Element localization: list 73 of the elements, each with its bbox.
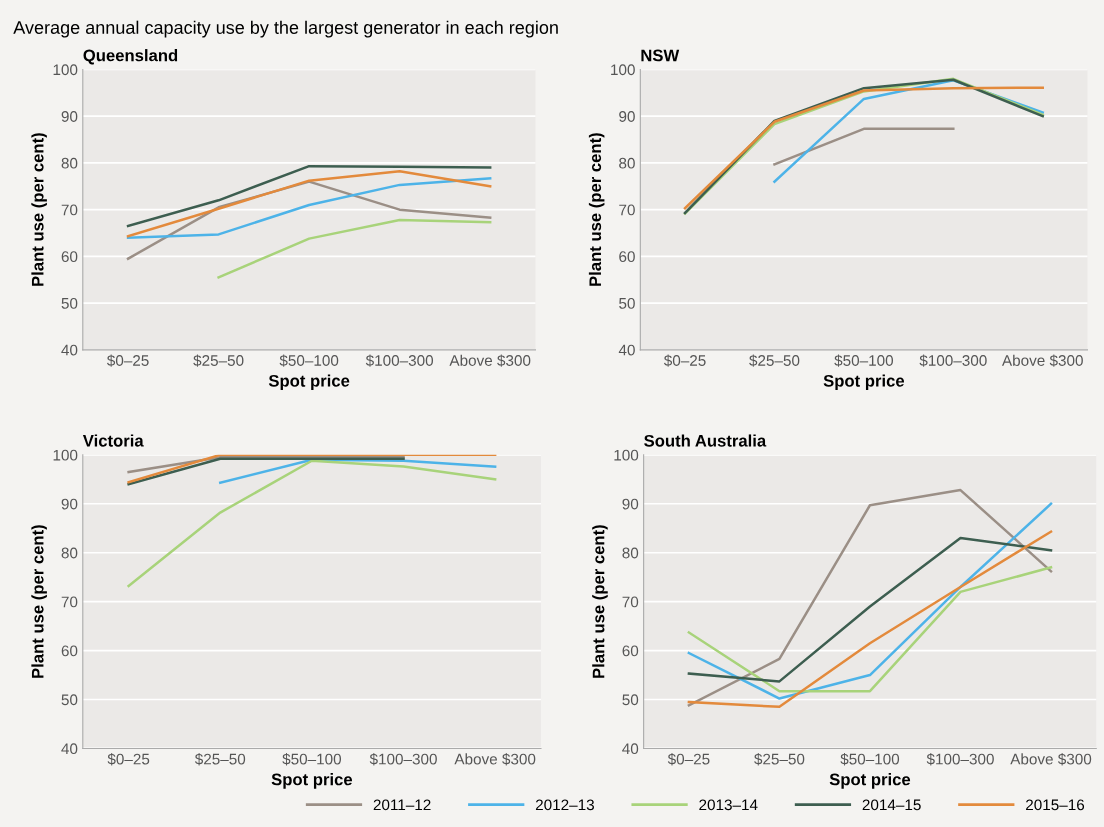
x-tick-label: $50–100 (279, 354, 339, 367)
x-tick-label: $0–25 (107, 753, 150, 766)
legend-label: 2013–14 (699, 799, 758, 811)
y-tick-label: 40 (618, 344, 635, 356)
x-tick-label: $50–100 (834, 354, 894, 367)
y-tick-label: 60 (61, 645, 78, 657)
x-tick-label: $100–300 (365, 354, 434, 367)
legend-label: 2012–13 (535, 799, 594, 811)
x-tick-label: $25–50 (749, 354, 800, 367)
chart-title: Victoria (82, 434, 144, 447)
y-tick-label: 50 (622, 694, 639, 706)
line-series (217, 218, 492, 279)
chart-title: South Australia (644, 434, 767, 447)
line-series (687, 530, 1053, 709)
x-tick-label: $25–50 (754, 753, 805, 766)
y-tick-label: 80 (61, 547, 78, 559)
y-tick-label: 70 (622, 596, 639, 608)
y-tick-label: 60 (61, 251, 78, 263)
x-tick-label: Above $300 (1001, 354, 1083, 367)
x-tick-label: $50–100 (840, 753, 900, 766)
x-tick-label: Above $300 (1010, 753, 1092, 766)
legend-label: 2011–12 (373, 799, 431, 811)
y-tick-label: 100 (614, 449, 639, 461)
legend-label: 2015–16 (1026, 799, 1085, 811)
y-tick-label: 60 (622, 645, 639, 657)
y-tick-label: 90 (61, 111, 78, 122)
legend-label: 2014–15 (862, 799, 921, 811)
y-tick-label: 60 (619, 251, 635, 263)
y-tick-label: 100 (611, 64, 635, 76)
line-series (126, 164, 492, 228)
text: Average annual capacity use by the largest generator in each region (13, 20, 558, 38)
y-tick-label: 100 (53, 449, 78, 461)
x-tick-label: $0–25 (667, 753, 710, 766)
x-tick-label: $25–50 (194, 753, 246, 766)
y-tick-label: 80 (619, 157, 635, 169)
y-tick-label: 70 (619, 204, 635, 216)
y-axis-title: Plant use (per cent) (592, 525, 608, 678)
y-tick-label: 40 (61, 743, 78, 755)
x-tick-label: Above $300 (449, 354, 531, 367)
y-tick-label: 80 (622, 547, 639, 559)
x-tick-label: $100–300 (369, 753, 437, 766)
y-tick-label: 50 (61, 694, 78, 706)
y-tick-label: 50 (61, 297, 78, 309)
y-tick-label: 100 (53, 64, 78, 76)
x-tick-label: Above $300 (454, 753, 536, 766)
y-tick-label: 40 (61, 344, 78, 356)
y-axis-title: Plant use (per cent) (588, 133, 605, 286)
y-tick-label: 40 (622, 743, 639, 755)
chart-title: NSW (641, 49, 680, 62)
y-tick-label: 90 (619, 111, 635, 122)
x-axis-title: Spot price (268, 374, 350, 391)
line-series (127, 459, 497, 588)
chart-title: Queensland (83, 49, 178, 65)
x-axis-title: Spot price (271, 773, 353, 789)
line-series (219, 458, 497, 484)
y-tick-label: 70 (61, 596, 78, 608)
x-tick-label: $0–25 (106, 354, 149, 367)
x-axis-title: Spot price (823, 374, 905, 391)
y-tick-label: 90 (622, 498, 639, 510)
y-tick-label: 80 (61, 157, 78, 169)
y-axis-title: Plant use (per cent) (31, 525, 47, 678)
y-tick-label: 90 (61, 498, 78, 510)
y-tick-label: 50 (619, 297, 635, 309)
x-tick-label: $100–300 (926, 753, 994, 766)
y-axis-title: Plant use (per cent) (31, 133, 47, 286)
x-tick-label: $0–25 (663, 354, 706, 367)
line-series (687, 536, 1053, 683)
x-tick-label: $100–300 (919, 354, 987, 367)
line-series (687, 566, 1053, 693)
x-tick-label: $50–100 (282, 753, 342, 766)
y-tick-label: 70 (61, 204, 78, 216)
x-axis-title: Spot price (829, 773, 911, 789)
x-tick-label: $25–50 (193, 354, 244, 367)
